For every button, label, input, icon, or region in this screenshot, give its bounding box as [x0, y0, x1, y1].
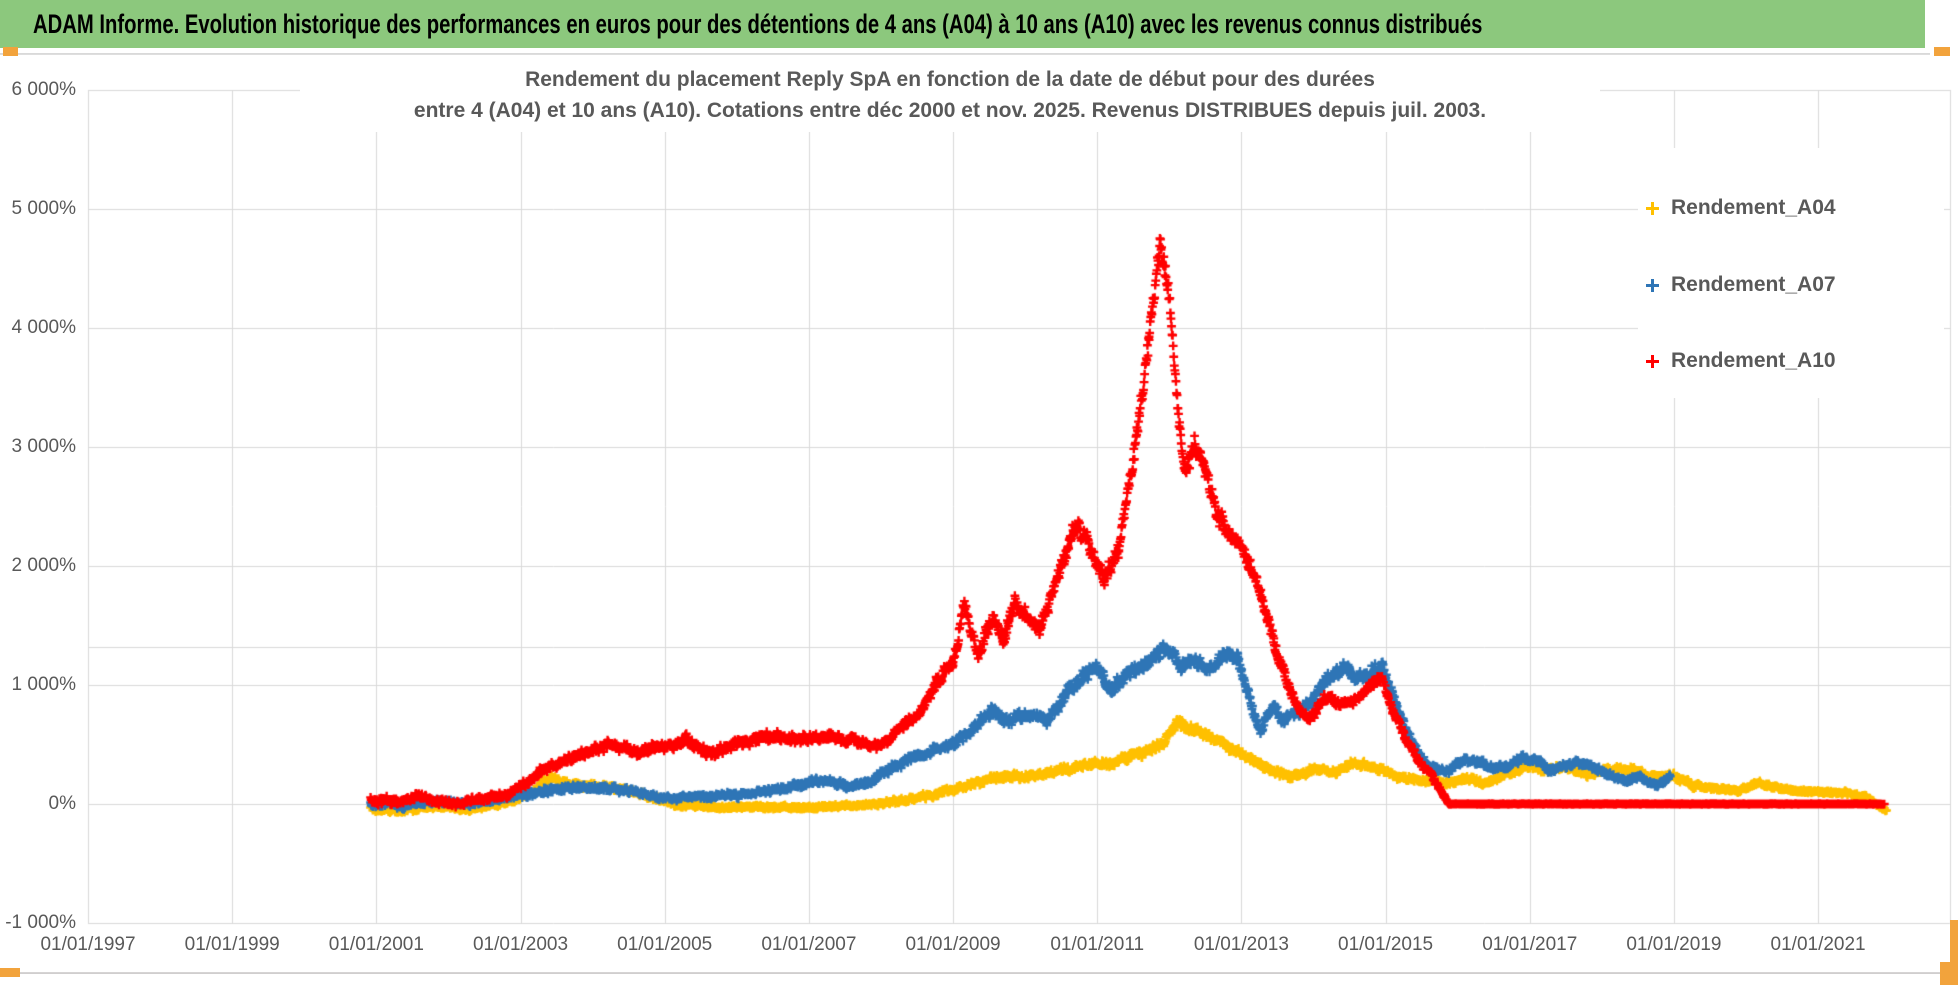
chart-title-line2: entre 4 (A04) et 10 ans (A10). Cotations…: [413, 99, 1487, 122]
legend-label: Rendement_A04: [1671, 196, 1836, 219]
selection-handle-top-left[interactable]: [3, 47, 18, 56]
selection-handle-right-edge[interactable]: [1950, 920, 1958, 965]
selection-handle-bottom-right[interactable]: [1940, 962, 1958, 985]
chart-title: Rendement du placement Reply SpA en fonc…: [300, 60, 1600, 132]
legend-item-rendement_a10[interactable]: Rendement_A10: [1646, 349, 1836, 373]
chart-title-line1: Rendement du placement Reply SpA en fonc…: [525, 68, 1375, 91]
legend-item-rendement_a04[interactable]: Rendement_A04: [1646, 196, 1836, 220]
legend-plus-marker-icon: [1646, 354, 1659, 368]
legend-item-rendement_a07[interactable]: Rendement_A07: [1646, 273, 1836, 297]
legend-label: Rendement_A10: [1671, 349, 1836, 372]
legend-plus-marker-icon: [1646, 201, 1659, 215]
selection-handle-bottom-left[interactable]: [0, 968, 20, 977]
legend[interactable]: Rendement_A04 Rendement_A07 Rendement_A10: [1638, 148, 1944, 398]
selection-handle-top-right[interactable]: [1934, 47, 1950, 56]
legend-label: Rendement_A07: [1671, 273, 1836, 296]
legend-plus-marker-icon: [1646, 278, 1659, 292]
